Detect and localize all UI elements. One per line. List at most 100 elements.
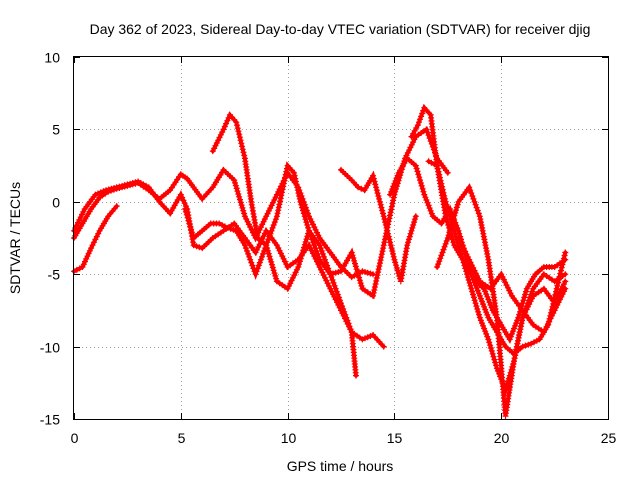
data-point: [370, 175, 377, 182]
data-point: [442, 240, 449, 247]
data-point: [322, 274, 328, 281]
data-point: [562, 278, 569, 285]
data-point: [358, 282, 365, 289]
data-point: [371, 178, 378, 185]
data-point: [261, 216, 268, 222]
data-point: [237, 137, 244, 144]
data-point: [272, 216, 279, 223]
data-point: [357, 280, 364, 287]
data-point: [292, 269, 299, 276]
data-point: [377, 201, 384, 208]
data-point: [387, 242, 394, 249]
data-point: [338, 300, 344, 307]
data-point: [388, 188, 395, 195]
data-point: [182, 208, 189, 215]
data-point: [479, 320, 485, 327]
data-point: [263, 242, 270, 249]
data-point: [559, 261, 566, 268]
data-point: [370, 172, 376, 179]
data-point: [558, 264, 565, 271]
data-point: [562, 285, 569, 292]
data-point: [474, 207, 481, 214]
data-point: [375, 193, 382, 199]
data-point: [330, 270, 336, 277]
data-point: [481, 325, 488, 332]
series-track-9: [425, 158, 569, 397]
data-point: [241, 210, 248, 217]
data-point: [546, 318, 553, 325]
data-point: [418, 182, 425, 189]
data-point: [82, 258, 88, 265]
data-point: [124, 181, 131, 188]
data-point: [219, 129, 226, 136]
data-point: [316, 242, 323, 249]
data-point: [265, 207, 272, 214]
data-point: [477, 317, 484, 324]
data-point: [560, 288, 567, 295]
data-point: [372, 181, 379, 188]
data-point: [300, 247, 307, 254]
series-track-6: [338, 166, 419, 285]
data-point: [259, 253, 265, 260]
data-point: [300, 210, 307, 217]
data-point: [550, 310, 557, 317]
data-point: [239, 143, 245, 150]
data-point: [311, 242, 318, 249]
data-point: [80, 208, 87, 215]
data-point: [449, 218, 456, 225]
data-point: [513, 346, 520, 353]
data-point: [476, 311, 482, 318]
data-point: [77, 214, 84, 221]
data-point: [492, 359, 499, 366]
data-point: [511, 355, 518, 362]
data-point: [235, 128, 242, 135]
data-point: [230, 226, 237, 233]
data-point: [334, 291, 341, 298]
data-point: [184, 214, 191, 221]
data-point: [517, 326, 524, 333]
data-point: [236, 131, 243, 138]
data-point: [315, 253, 322, 260]
data-point: [417, 177, 423, 184]
series-track-3: [71, 203, 120, 275]
data-point: [412, 213, 419, 220]
data-point: [183, 211, 190, 218]
data-point: [447, 226, 454, 233]
data-point: [480, 301, 486, 308]
data-point: [506, 336, 513, 343]
data-point: [248, 259, 255, 266]
data-point: [448, 221, 455, 228]
x-tick-label: 10: [281, 430, 297, 446]
data-point: [292, 178, 299, 185]
x-axis-label: GPS time / hours: [287, 458, 394, 474]
data-point: [490, 353, 497, 360]
data-point: [390, 197, 397, 204]
data-point: [240, 207, 247, 214]
data-point: [484, 333, 491, 340]
data-point: [442, 195, 448, 202]
data-point: [249, 262, 256, 269]
data-point: [355, 184, 362, 191]
data-point: [392, 259, 399, 266]
data-point: [113, 203, 120, 210]
data-point: [394, 172, 401, 179]
data-point: [298, 252, 305, 259]
data-point: [381, 239, 388, 246]
data-point: [561, 252, 568, 259]
data-point: [527, 298, 534, 305]
data-point: [419, 185, 426, 192]
series-track-5: [209, 111, 451, 300]
data-point: [513, 320, 520, 327]
data-point: [93, 233, 100, 240]
data-point: [439, 186, 446, 193]
data-point: [553, 285, 560, 292]
data-point: [444, 235, 451, 241]
data-point: [239, 146, 246, 153]
data-point: [355, 271, 362, 278]
data-point: [84, 253, 91, 260]
data-point: [302, 238, 309, 245]
data-point: [511, 325, 517, 332]
data-point: [179, 194, 186, 201]
data-point: [370, 292, 376, 299]
data-point: [552, 304, 559, 311]
